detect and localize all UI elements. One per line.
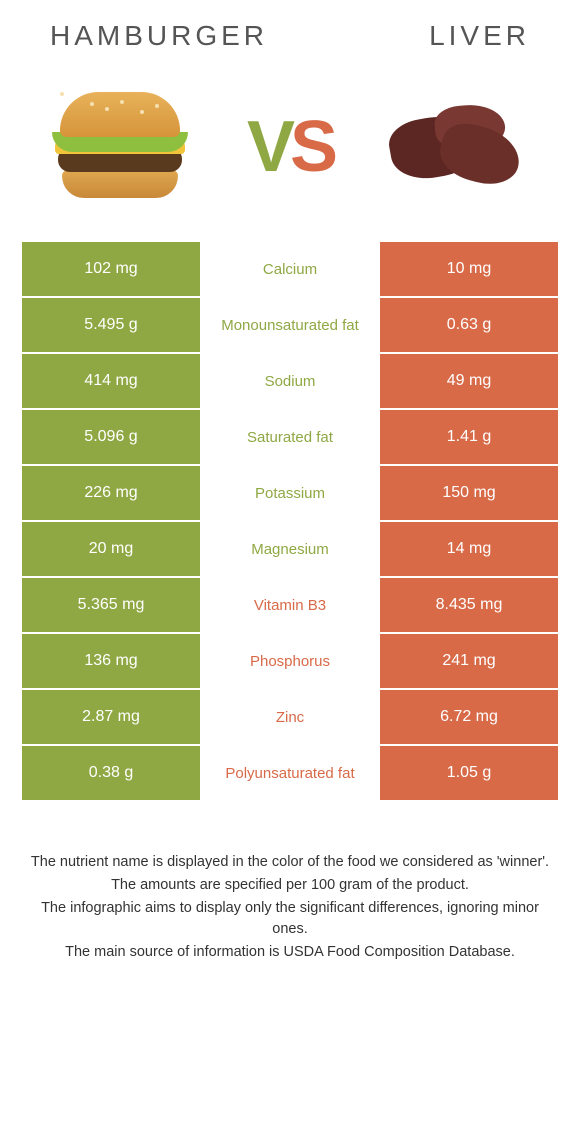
nutrient-label: Sodium: [200, 354, 380, 408]
footer-line: The main source of information is USDA F…: [30, 942, 550, 963]
value-right: 241 mg: [380, 634, 558, 688]
footer-line: The amounts are specified per 100 gram o…: [30, 875, 550, 896]
value-right: 150 mg: [380, 466, 558, 520]
vs-v: V: [247, 107, 290, 187]
footer-notes: The nutrient name is displayed in the co…: [0, 852, 580, 963]
nutrient-label: Vitamin B3: [200, 578, 380, 632]
liver-image: [375, 82, 545, 212]
nutrient-label: Magnesium: [200, 522, 380, 576]
value-right: 1.41 g: [380, 410, 558, 464]
value-left: 226 mg: [22, 466, 200, 520]
table-row: 5.096 gSaturated fat1.41 g: [22, 410, 558, 466]
table-row: 136 mgPhosphorus241 mg: [22, 634, 558, 690]
hero-row: VS: [0, 62, 580, 242]
nutrient-label: Potassium: [200, 466, 380, 520]
value-left: 136 mg: [22, 634, 200, 688]
nutrient-label: Polyunsaturated fat: [200, 746, 380, 800]
header: Hamburger Liver: [0, 0, 580, 62]
value-left: 0.38 g: [22, 746, 200, 800]
vs-s: S: [290, 107, 333, 187]
value-right: 0.63 g: [380, 298, 558, 352]
nutrient-table: 102 mgCalcium10 mg5.495 gMonounsaturated…: [22, 242, 558, 802]
value-right: 8.435 mg: [380, 578, 558, 632]
table-row: 0.38 gPolyunsaturated fat1.05 g: [22, 746, 558, 802]
nutrient-label: Phosphorus: [200, 634, 380, 688]
nutrient-label: Monounsaturated fat: [200, 298, 380, 352]
value-right: 1.05 g: [380, 746, 558, 800]
value-right: 10 mg: [380, 242, 558, 296]
food-left-title: Hamburger: [50, 20, 268, 52]
value-left: 102 mg: [22, 242, 200, 296]
table-row: 226 mgPotassium150 mg: [22, 466, 558, 522]
value-left: 20 mg: [22, 522, 200, 576]
value-left: 2.87 mg: [22, 690, 200, 744]
table-row: 20 mgMagnesium14 mg: [22, 522, 558, 578]
table-row: 102 mgCalcium10 mg: [22, 242, 558, 298]
table-row: 5.365 mgVitamin B38.435 mg: [22, 578, 558, 634]
nutrient-label: Zinc: [200, 690, 380, 744]
food-right-title: Liver: [429, 20, 530, 52]
value-right: 49 mg: [380, 354, 558, 408]
value-left: 414 mg: [22, 354, 200, 408]
footer-line: The infographic aims to display only the…: [30, 898, 550, 940]
vs-label: VS: [247, 106, 333, 188]
table-row: 414 mgSodium49 mg: [22, 354, 558, 410]
value-left: 5.096 g: [22, 410, 200, 464]
value-right: 6.72 mg: [380, 690, 558, 744]
table-row: 5.495 gMonounsaturated fat0.63 g: [22, 298, 558, 354]
value-right: 14 mg: [380, 522, 558, 576]
footer-line: The nutrient name is displayed in the co…: [30, 852, 550, 873]
hamburger-image: [35, 82, 205, 212]
value-left: 5.495 g: [22, 298, 200, 352]
nutrient-label: Saturated fat: [200, 410, 380, 464]
table-row: 2.87 mgZinc6.72 mg: [22, 690, 558, 746]
value-left: 5.365 mg: [22, 578, 200, 632]
nutrient-label: Calcium: [200, 242, 380, 296]
